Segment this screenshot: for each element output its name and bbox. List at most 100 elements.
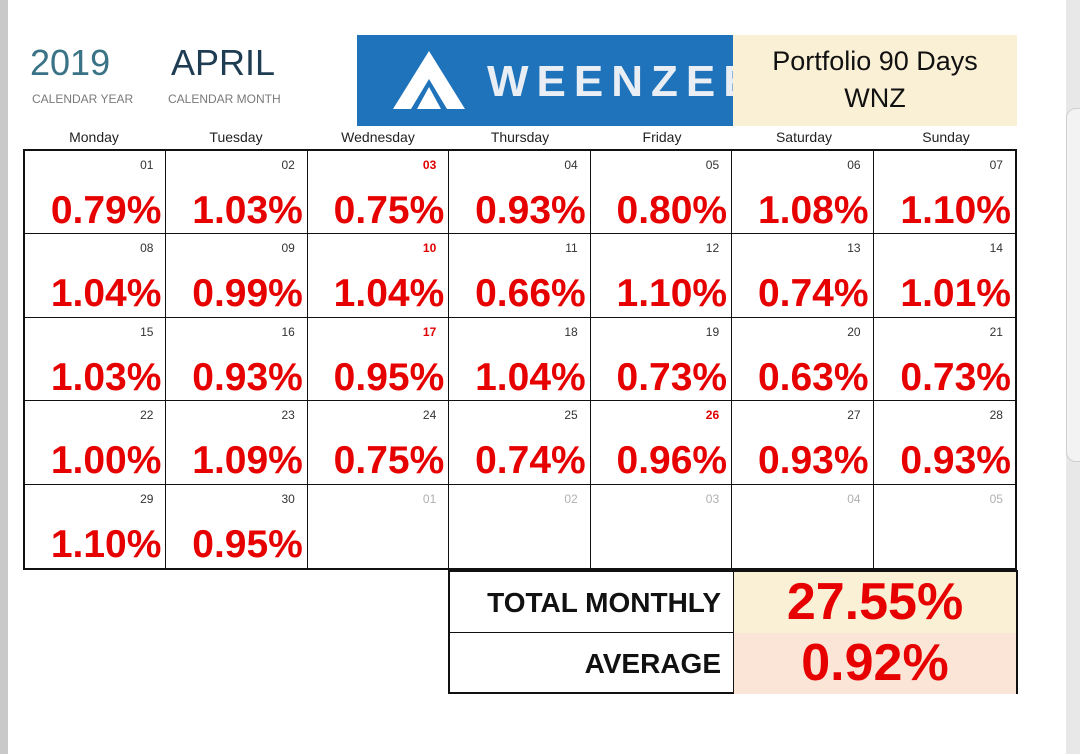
calendar-day-cell[interactable]: 04	[732, 484, 874, 568]
logo-text: WEENZEE	[487, 57, 761, 106]
calendar-day-cell[interactable]: 16 0.93%	[166, 317, 308, 402]
day-number: 23	[281, 408, 295, 423]
calendar-day-cell[interactable]: 11 0.66%	[449, 234, 591, 318]
average-value: 0.92%	[734, 633, 1016, 694]
calendar-day-cell[interactable]: 04 0.93%	[449, 151, 591, 235]
day-number: 11	[565, 241, 578, 256]
calendar-day-cell[interactable]: 19 0.73%	[590, 317, 733, 402]
daily-return-value: 0.95%	[333, 355, 445, 399]
day-number: 01	[422, 491, 437, 506]
calendar-day-cell[interactable]: 07 1.10%	[873, 151, 1015, 235]
day-number: 10	[422, 241, 437, 256]
weekday-header-monday: Monday	[69, 129, 119, 145]
portfolio-line-1: Portfolio 90 Days	[772, 46, 978, 76]
average-label: AVERAGE	[450, 633, 734, 694]
day-number: 04	[564, 158, 578, 172]
day-number: 22	[140, 408, 154, 423]
daily-return-value: 0.79%	[50, 189, 162, 232]
weekday-header-tuesday: Tuesday	[209, 129, 263, 145]
day-number: 01	[140, 158, 154, 172]
calendar-day-cell[interactable]: 20 0.63%	[732, 317, 874, 402]
day-number: 05	[705, 158, 720, 172]
calendar-day-cell[interactable]: 05 0.80%	[590, 151, 733, 235]
daily-return-value: 0.93%	[192, 355, 303, 399]
portfolio-title: Portfolio 90 Days WNZ	[733, 35, 1017, 126]
day-number: 16	[281, 324, 295, 339]
day-number: 27	[847, 408, 861, 423]
calendar-day-cell[interactable]: 24 0.75%	[307, 401, 450, 485]
calendar-day-cell[interactable]: 28 0.93%	[873, 401, 1015, 485]
calendar-day-cell[interactable]: 02 1.03%	[166, 151, 308, 235]
daily-return-value: 0.66%	[475, 272, 586, 316]
calendar-day-cell[interactable]: 21 0.73%	[873, 318, 1015, 402]
calendar-day-cell[interactable]: 01	[308, 484, 450, 568]
calendar-day-cell[interactable]: 29 1.10%	[25, 484, 167, 568]
calendar-day-cell[interactable]: 02	[449, 484, 591, 568]
day-number: 20	[847, 324, 861, 339]
calendar-day-cell[interactable]: 06 1.08%	[732, 151, 874, 235]
daily-return-value: 0.93%	[900, 439, 1011, 483]
day-number: 25	[564, 408, 578, 423]
daily-return-value: 1.04%	[475, 355, 586, 399]
day-number: 26	[705, 408, 720, 423]
calendar-day-cell[interactable]: 17 0.95%	[307, 317, 450, 402]
calendar-year: 2019	[30, 42, 111, 83]
daily-return-value: 1.03%	[50, 355, 162, 399]
day-number: 04	[847, 491, 861, 506]
daily-return-value: 0.99%	[192, 272, 303, 316]
calendar-day-cell[interactable]: 13 0.74%	[732, 234, 874, 318]
daily-return-value: 0.95%	[192, 522, 303, 566]
day-number: 07	[989, 158, 1003, 172]
calendar-day-cell[interactable]: 01 0.79%	[25, 151, 167, 235]
daily-return-value: 0.73%	[616, 355, 728, 399]
daily-return-value: 1.00%	[50, 439, 162, 483]
day-number: 19	[705, 324, 720, 339]
daily-return-value: 0.73%	[900, 355, 1011, 399]
day-number: 18	[564, 324, 578, 339]
calendar-day-cell[interactable]: 09 0.99%	[166, 234, 308, 318]
daily-return-value: 0.93%	[757, 439, 869, 483]
calendar-day-cell[interactable]: 22 1.00%	[25, 401, 167, 485]
daily-return-value: 1.10%	[50, 522, 162, 566]
total-monthly-label: TOTAL MONTHLY	[450, 572, 734, 633]
daily-return-value: 1.09%	[192, 439, 303, 483]
day-number: 08	[140, 241, 154, 256]
day-number: 24	[422, 408, 437, 423]
calendar-day-cell[interactable]: 18 1.04%	[449, 317, 591, 402]
calendar-day-cell[interactable]: 03 0.75%	[307, 151, 450, 235]
day-number: 02	[281, 158, 295, 172]
summary-table: TOTAL MONTHLY 27.55% AVERAGE 0.92%	[448, 570, 1018, 694]
daily-return-value: 1.03%	[192, 189, 303, 232]
day-number: 12	[705, 241, 720, 256]
calendar-day-cell[interactable]: 27 0.93%	[732, 401, 874, 485]
calendar-day-cell[interactable]: 23 1.09%	[166, 401, 308, 485]
calendar-day-cell[interactable]: 15 1.03%	[25, 317, 167, 402]
day-number: 15	[140, 324, 154, 339]
day-number: 09	[281, 241, 295, 256]
daily-return-value: 1.04%	[333, 272, 445, 316]
calendar-day-cell[interactable]: 25 0.74%	[449, 401, 591, 485]
day-number: 14	[989, 241, 1003, 256]
window-left-edge	[0, 0, 8, 754]
scrollbar-handle[interactable]	[1066, 108, 1080, 462]
calendar-day-cell[interactable]: 10 1.04%	[307, 234, 450, 318]
calendar-day-cell[interactable]: 08 1.04%	[25, 234, 167, 318]
daily-return-value: 0.63%	[757, 355, 869, 399]
daily-return-value: 0.74%	[757, 272, 869, 316]
calendar-day-cell[interactable]: 14 1.01%	[873, 234, 1015, 318]
calendar-day-cell[interactable]: 05	[874, 485, 1015, 568]
daily-return-value: 0.93%	[475, 189, 586, 232]
day-number: 13	[847, 241, 861, 256]
weekday-header-thursday: Thursday	[490, 129, 550, 145]
calendar-day-cell[interactable]: 12 1.10%	[590, 234, 733, 318]
daily-return-value: 0.75%	[333, 189, 445, 232]
daily-return-value: 1.04%	[50, 272, 162, 316]
calendar-day-cell[interactable]: 26 0.96%	[590, 401, 733, 485]
calendar-day-cell[interactable]: 30 0.95%	[166, 484, 308, 568]
weekday-header-friday: Friday	[642, 129, 682, 145]
day-number: 03	[705, 491, 720, 506]
calendar-day-cell[interactable]: 03	[591, 484, 733, 568]
daily-return-value: 1.08%	[757, 189, 869, 232]
portfolio-line-2: WNZ	[844, 83, 906, 113]
day-number: 28	[989, 408, 1003, 423]
